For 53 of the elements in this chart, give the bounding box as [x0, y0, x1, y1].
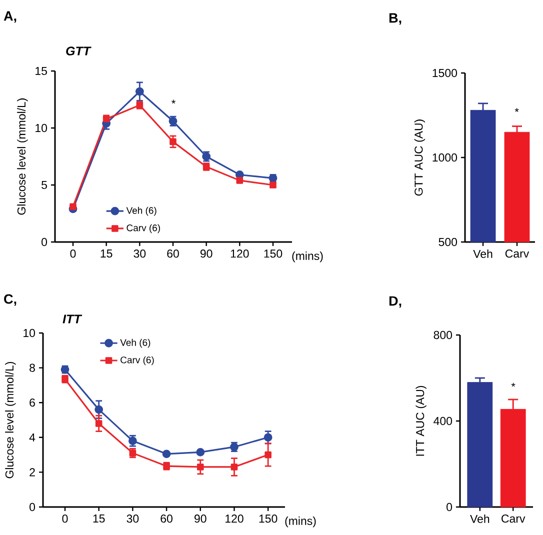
legend-label: Veh (6) [120, 338, 150, 348]
y-tick-label: 10 [36, 124, 48, 132]
y-tick-label: 500 [438, 238, 458, 246]
y-axis-title: Glucose level (mmol/L) [17, 98, 28, 215]
y-tick-label: 0 [446, 502, 452, 512]
x-tick-label: 90 [194, 514, 206, 523]
chart-title: C, [4, 294, 16, 306]
chart-title: D, [389, 296, 402, 308]
y-tick-label: 800 [434, 330, 452, 340]
x-tick-label: 120 [226, 514, 244, 523]
x-tick-label: 30 [134, 250, 146, 258]
y-tick-label: 8 [30, 364, 35, 372]
y-tick-label: 6 [30, 398, 35, 407]
x-tick-label: 15 [100, 250, 112, 258]
y-axis-title: GTT AUC (AU) [414, 120, 426, 196]
chart-title: A, [4, 11, 16, 23]
y-tick-label: 4 [29, 433, 36, 442]
x-axis-title: (mins) [292, 252, 323, 262]
x-tick-label: Carv [502, 514, 526, 523]
annotation: * [172, 100, 176, 104]
y-tick-label: 0 [30, 502, 36, 512]
y-tick-label: 15 [36, 66, 47, 76]
y-axis-title: Glucose level (mmol/L) [5, 362, 16, 478]
x-tick-label: 90 [200, 250, 212, 258]
y-tick-label: 1500 [432, 68, 458, 78]
y-tick-label: 0 [42, 238, 48, 246]
x-tick-label: 15 [93, 514, 105, 523]
x-tick-label: 60 [160, 514, 172, 523]
chart-subtitle: GTT [66, 46, 92, 56]
y-tick-label: 2 [30, 468, 35, 476]
x-tick-label: 120 [230, 250, 249, 258]
chart-subtitle: ITT [62, 314, 82, 324]
chart-title: B, [389, 13, 402, 25]
annotation: * [514, 108, 519, 112]
y-axis-title: ITT AUC (AU) [416, 386, 426, 456]
legend-label: Veh (6) [126, 206, 156, 216]
legend-label: Carv (6) [126, 224, 160, 234]
y-tick-label: 400 [434, 416, 452, 426]
x-tick-label: 150 [259, 514, 278, 523]
x-tick-label: 60 [167, 250, 179, 258]
x-tick-label: 30 [126, 514, 139, 523]
x-tick-label: 0 [70, 250, 76, 258]
annotation: * [511, 382, 516, 387]
y-tick-label: 1000 [432, 153, 458, 162]
y-tick-label: 5 [42, 180, 47, 190]
x-tick-label: Veh [470, 514, 490, 523]
legend-label: Carv (6) [120, 356, 154, 366]
x-tick-label: Veh [473, 250, 492, 258]
y-tick-label: 10 [24, 328, 36, 338]
x-tick-label: 0 [62, 514, 68, 523]
x-tick-label: 150 [264, 250, 282, 258]
x-tick-label: Carv [505, 250, 530, 258]
x-axis-title: (mins) [285, 516, 316, 528]
